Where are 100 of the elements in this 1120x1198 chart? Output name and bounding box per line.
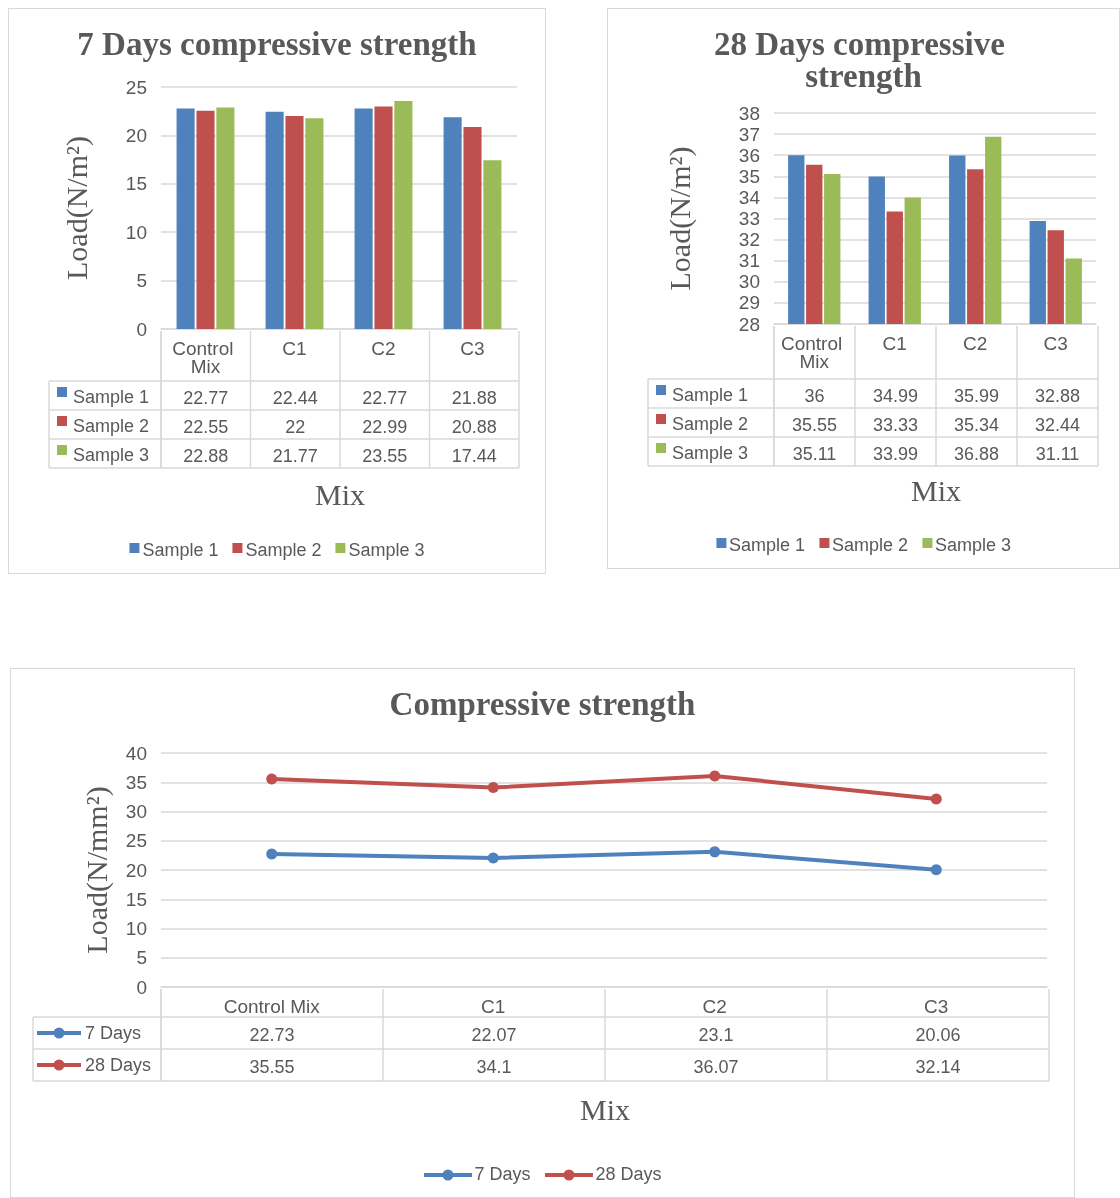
y-tick-label: 10: [125, 221, 147, 243]
x-tick-label: Control Mix: [172, 337, 239, 377]
y-tick-label: 35: [738, 165, 760, 187]
data-label: 31.11: [1035, 443, 1080, 464]
bar: [463, 126, 482, 329]
legend-label: 28 Days: [85, 1055, 152, 1075]
data-label: 36.07: [693, 1057, 739, 1077]
data-label: 20.06: [915, 1025, 961, 1045]
bar: [196, 110, 215, 329]
text: Sample 2: [245, 540, 322, 560]
y-tick-label: 30: [738, 271, 760, 293]
data-label: 35.55: [249, 1057, 295, 1077]
legend-label: Sample 2: [672, 413, 749, 434]
data-label: 34.1: [476, 1057, 512, 1077]
point: [266, 773, 278, 785]
point: [266, 848, 278, 860]
bar: [285, 116, 304, 329]
y-tick-label: 29: [738, 292, 760, 314]
y-tick-label: 25: [125, 830, 147, 852]
x-tick-label: C3: [924, 995, 949, 1017]
data-label: 21.88: [451, 387, 497, 408]
y-tick-label: 20: [125, 859, 147, 881]
x-tick-label: Control Mix: [780, 332, 848, 372]
point: [930, 793, 942, 805]
chart-title: Compressive strength: [389, 686, 696, 722]
x-tick-label: C1: [481, 995, 506, 1017]
data-label: 23.1: [698, 1025, 734, 1045]
y-axis-title: Load(N/mm²): [79, 786, 114, 954]
x-tick-label: C3: [1043, 332, 1068, 354]
y-tick-label: 36: [738, 144, 760, 166]
x-axis-title: Mix: [314, 477, 366, 511]
chart-title: 7 Days compressive strength: [77, 26, 477, 62]
y-tick-label: 15: [125, 173, 147, 195]
y-axis-title: Load(N/m²): [59, 136, 94, 280]
text: Sample 1: [728, 535, 805, 555]
data-label: 35.11: [792, 443, 837, 464]
y-tick-label: 34: [738, 186, 761, 208]
bar: [354, 108, 373, 329]
y-tick-label: 38: [738, 102, 760, 124]
bar: [443, 117, 462, 329]
data-label: 32.44: [1034, 414, 1081, 435]
y-tick-label: 5: [136, 947, 147, 969]
bar: [265, 111, 284, 329]
legend-label: Sample 2: [73, 415, 150, 436]
data-label: 35.99: [953, 385, 1000, 406]
chart-title: 28 Days compressive strength: [713, 26, 1014, 94]
bar: [305, 118, 324, 329]
y-tick-label: 5: [136, 270, 147, 292]
x-tick-label: C2: [371, 337, 396, 359]
text: Sample 3: [935, 535, 1012, 555]
y-axis-title: Load(N/m²): [662, 146, 697, 291]
data-label: 22.77: [362, 387, 408, 408]
x-tick-label: C2: [963, 332, 988, 354]
data-label: 22.73: [249, 1025, 295, 1045]
data-label: 33.99: [872, 443, 919, 464]
data-label: 22.77: [183, 387, 229, 408]
y-tick-label: 35: [125, 771, 147, 793]
x-axis-title: Mix: [910, 473, 962, 507]
y-tick-label: 20: [125, 124, 147, 146]
data-label: 22.44: [272, 387, 318, 408]
y-tick-label: 0: [136, 318, 147, 340]
data-label: 32.14: [915, 1057, 961, 1077]
bar: [374, 106, 393, 329]
data-label: 35.55: [791, 414, 838, 435]
text: Sample 1: [142, 540, 219, 560]
data-label: 32.88: [1034, 385, 1081, 406]
data-label: 22: [285, 416, 306, 437]
y-tick-label: 33: [738, 208, 760, 229]
data-label: 22.55: [183, 416, 229, 437]
legend-label: Sample 1: [73, 386, 150, 407]
point: [487, 782, 499, 794]
x-tick-label: Control Mix: [223, 995, 321, 1017]
y-tick-label: 15: [125, 888, 147, 910]
data-label: 20.88: [451, 416, 497, 437]
text: Sample 3: [348, 540, 425, 560]
y-tick-label: 25: [125, 76, 147, 98]
y-tick-label: 37: [738, 123, 760, 145]
legend-label: Sample 3: [672, 442, 749, 463]
text: 7 Days: [474, 1164, 531, 1184]
y-tick-label: 31: [738, 250, 760, 272]
legend-label: 7 Days: [85, 1023, 142, 1043]
y-tick-label: 0: [136, 976, 147, 998]
data-label: 36.88: [953, 443, 1000, 464]
legend-label: Sample 1: [672, 384, 749, 405]
x-tick-label: C2: [702, 995, 727, 1017]
bar: [483, 160, 502, 329]
bar: [394, 101, 413, 329]
y-tick-label: 10: [125, 918, 147, 939]
x-tick-label: C3: [460, 337, 485, 359]
y-tick-label: 28: [738, 313, 760, 335]
y-tick-label: 32: [738, 229, 760, 251]
data-label: 36: [804, 385, 825, 406]
text: 28 Days: [595, 1164, 662, 1184]
point: [709, 846, 721, 858]
data-label: 17.44: [451, 445, 497, 466]
y-tick-label: 30: [125, 801, 147, 822]
data-label: 21.77: [272, 445, 318, 466]
data-label: 34.99: [872, 385, 919, 406]
data-label: 23.55: [362, 445, 408, 466]
point: [930, 864, 942, 876]
